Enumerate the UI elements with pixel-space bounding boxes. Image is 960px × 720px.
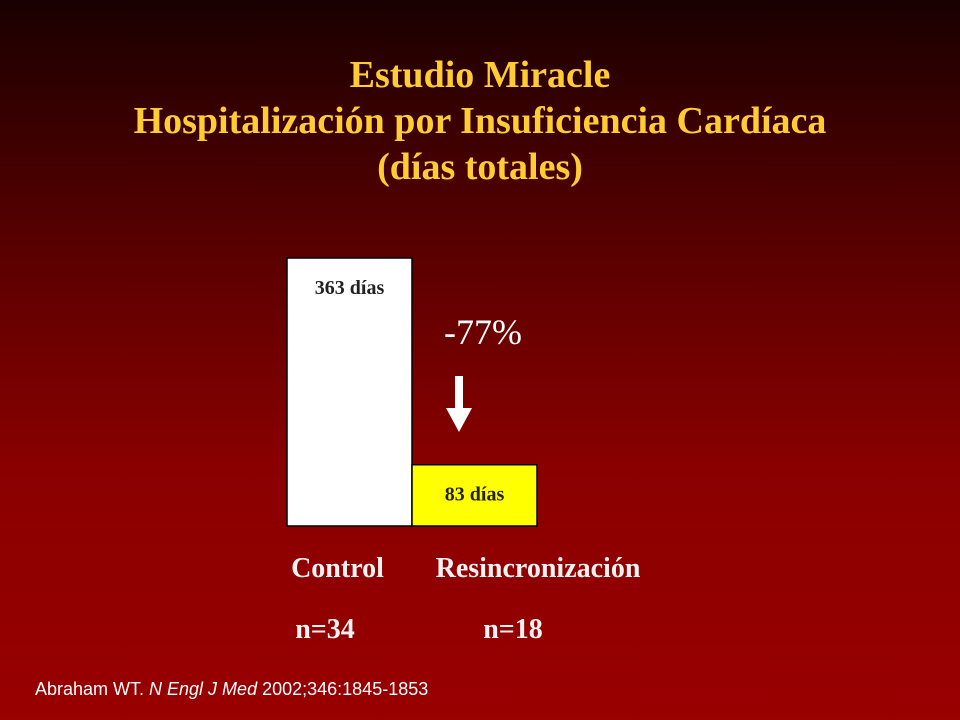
category-label-control: Control bbox=[291, 553, 384, 584]
down-arrow-icon bbox=[446, 376, 472, 432]
bar-control bbox=[286, 257, 413, 527]
citation: Abraham WT. N Engl J Med 2002;346:1845-1… bbox=[35, 679, 428, 700]
title-line-1: Estudio Miracle bbox=[349, 54, 611, 96]
data-label-control: 363 días bbox=[315, 277, 385, 299]
slide-title: Estudio Miracle Hospitalización por Insu… bbox=[0, 52, 960, 190]
n-label-resincronizacion: n=18 bbox=[483, 614, 543, 645]
data-label-resincronizacion: 83 días bbox=[445, 484, 505, 506]
citation-journal: N Engl J Med bbox=[149, 679, 258, 699]
category-label-resincronizacion: Resincronización bbox=[435, 553, 641, 584]
n-label-control: n=34 bbox=[295, 614, 355, 645]
citation-details: 2002;346:1845-1853 bbox=[257, 679, 429, 699]
reduction-annotation: -77% bbox=[444, 312, 522, 352]
title-line-2: Hospitalización por Insuficiencia Cardía… bbox=[133, 100, 827, 142]
title-line-3: (días totales) bbox=[377, 146, 583, 188]
citation-authors: Abraham WT. bbox=[35, 679, 150, 699]
bar-resincronizacion bbox=[411, 463, 538, 527]
